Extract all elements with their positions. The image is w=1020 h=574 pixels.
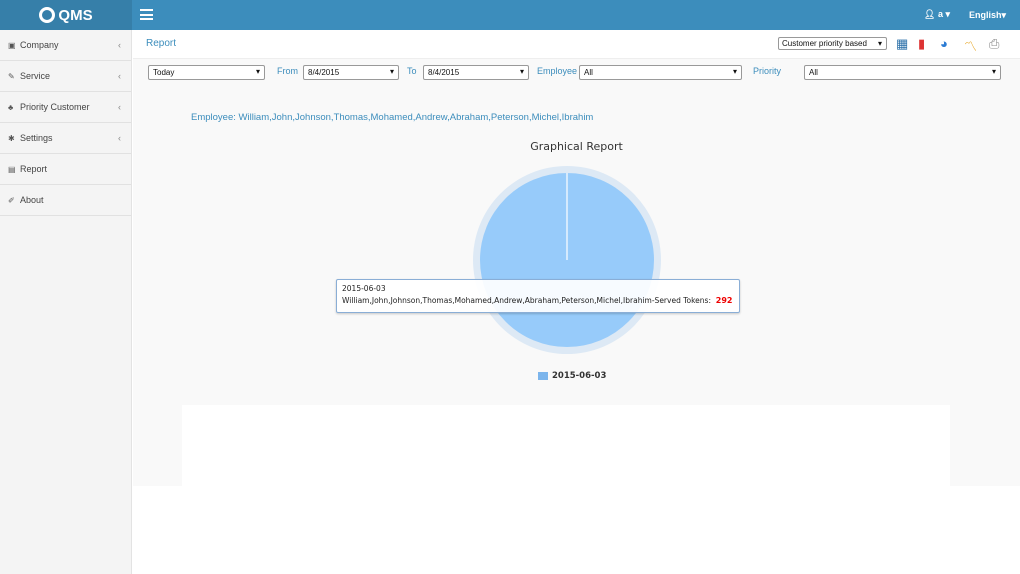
toolbar: Report Customer priority based ▦ ▮ ◕ 〽 ⎙ [133,30,1020,59]
chart-title: Graphical Report [530,140,623,153]
from-label: From [277,66,298,76]
user-menu[interactable]: 👤︎ a ▾ [924,9,950,19]
users-icon: ♣ [8,102,14,112]
tooltip-header: 2015-06-03 [342,284,386,293]
sidebar-item-about[interactable]: ✐ About [0,185,131,216]
chart-tooltip: 2015-06-03 William,John,Johnson,Thomas,M… [336,279,740,313]
chevron-left-icon: ‹ [118,102,121,112]
sidebar-item-priority-customer[interactable]: ♣ Priority Customer ‹ [0,92,131,123]
chevron-left-icon: ‹ [118,71,121,81]
report-type-value: Customer priority based [782,39,867,48]
to-label: To [407,66,417,76]
tooltip-label: William,John,Johnson,Thomas,Mohamed,Andr… [342,296,711,305]
print-icon[interactable]: ⎙ [989,36,1000,51]
sidebar-item-label: Service [20,71,51,81]
edit-icon: ✐ [8,195,15,205]
employee-value: All [584,68,593,77]
grid-icon[interactable]: ▦ [896,36,909,51]
sidebar-item-company[interactable]: ▣ Company ‹ [0,30,131,61]
to-value: 8/4/2015 [428,68,460,77]
language-menu[interactable]: English▾ [969,10,1007,20]
employee-summary: Employee: William,John,Johnson,Thomas,Mo… [191,112,594,123]
logo-text: QMS [58,6,93,24]
pie-chart-icon[interactable]: ◕ [940,36,948,51]
period-value: Today [153,68,175,77]
file-icon: ▤ [8,164,16,174]
chevron-left-icon: ‹ [118,133,121,143]
legend-swatch [538,372,548,380]
language-label: English [969,10,1002,20]
building-icon: ▣ [8,40,16,50]
priority-label: Priority [753,66,782,76]
gear-icon: ✱ [8,133,15,143]
tooltip-value: 292 [715,296,733,305]
line-chart-icon[interactable]: 〽 [964,39,978,54]
from-value: 8/4/2015 [308,68,340,77]
legend-label: 2015-06-03 [552,371,607,381]
priority-value: All [809,68,818,77]
employee-label: Employee [537,66,578,76]
main-content: Report Customer priority based ▦ ▮ ◕ 〽 ⎙… [133,30,1020,486]
report-type-select[interactable]: Customer priority based [778,37,887,50]
from-date-input[interactable]: 8/4/2015 [303,65,399,80]
menu-toggle-icon[interactable] [140,9,153,20]
logo[interactable]: QMS [0,0,132,30]
sidebar-item-label: Company [20,40,59,50]
page-title: Report [146,38,177,49]
chevron-left-icon: ‹ [118,40,121,50]
sidebar-item-report[interactable]: ▤ Report [0,154,131,185]
sidebar-item-service[interactable]: ✎ Service ‹ [0,61,131,92]
user-name: a [937,9,943,19]
period-select[interactable]: Today [148,65,265,80]
chart-legend-item[interactable]: 2015-06-03 [538,371,606,381]
sidebar-item-label: About [20,195,44,205]
bar-chart-icon[interactable]: ▮ [918,36,926,51]
sidebar-item-label: Priority Customer [20,102,90,112]
employee-select[interactable]: All [579,65,742,80]
pie-chart [473,166,661,354]
logo-icon [39,7,56,23]
sidebar: ▣ Company ‹ ✎ Service ‹ ♣ Priority Customer ‹ ✱ Se… [0,30,132,574]
priority-select[interactable]: All [804,65,1001,80]
sidebar-item-settings[interactable]: ✱ Settings ‹ [0,123,131,154]
user-icon: 👤︎ [924,9,936,19]
sidebar-item-label: Settings [20,133,53,143]
wrench-icon: ✎ [8,71,15,81]
to-date-input[interactable]: 8/4/2015 [423,65,529,80]
top-header: QMS 👤︎ a ▾ English▾ [0,0,1020,30]
report-panel [182,405,950,486]
sidebar-item-label: Report [20,164,48,174]
